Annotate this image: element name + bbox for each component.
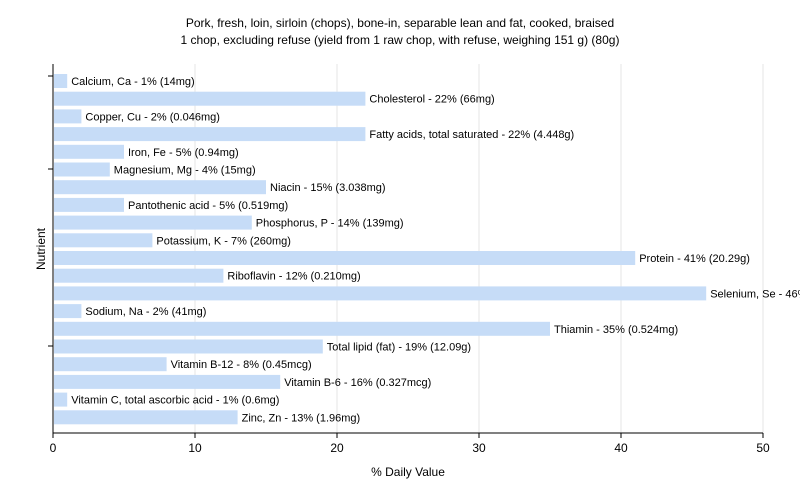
x-tick-label: 0 — [50, 441, 57, 455]
bar-label: Sodium, Na - 2% (41mg) — [85, 306, 206, 318]
bar — [54, 339, 323, 354]
bar-label: Potassium, K - 7% (260mg) — [156, 235, 291, 247]
bar — [54, 286, 707, 301]
bar — [54, 357, 167, 372]
bar-label: Total lipid (fat) - 19% (12.09g) — [327, 342, 471, 354]
bar — [54, 109, 82, 124]
bar — [54, 162, 110, 177]
bar — [54, 251, 636, 265]
bar — [54, 374, 281, 389]
bar-label: Zinc, Zn - 13% (1.96mg) — [242, 412, 361, 424]
bar — [54, 304, 82, 319]
bar-label: Copper, Cu - 2% (0.046mg) — [85, 111, 220, 123]
y-axis-label: Nutrient — [34, 227, 48, 270]
bar-label: Phosphorus, P - 14% (139mg) — [256, 218, 404, 230]
bar-label: Protein - 41% (20.29g) — [639, 253, 750, 265]
bar — [54, 410, 238, 425]
x-axis-label: % Daily Value — [371, 465, 445, 479]
x-tick-label: 50 — [756, 441, 770, 455]
bar-label: Pantothenic acid - 5% (0.519mg) — [128, 200, 288, 212]
x-tick-label: 30 — [472, 441, 486, 455]
bar-label: Calcium, Ca - 1% (14mg) — [71, 76, 194, 88]
bar — [54, 144, 124, 159]
bar-label: Magnesium, Mg - 4% (15mg) — [114, 165, 256, 177]
chart-subtitle: 1 chop, excluding refuse (yield from 1 r… — [181, 33, 620, 47]
bar-label: Thiamin - 35% (0.524mg) — [554, 324, 678, 336]
chart-bars: Calcium, Ca - 1% (14mg) Cholesterol - 22%… — [54, 74, 800, 425]
bar-label: Niacin - 15% (3.038mg) — [270, 182, 386, 194]
bar-label: Cholesterol - 22% (66mg) — [369, 94, 494, 106]
x-tick-label: 40 — [614, 441, 628, 455]
bar — [54, 215, 252, 230]
bar — [54, 127, 366, 142]
bar — [54, 392, 68, 407]
bar — [54, 321, 550, 336]
bar — [54, 268, 224, 283]
bar — [54, 91, 366, 106]
bar-label: Fatty acids, total saturated - 22% (4.44… — [369, 129, 574, 141]
bar-label: Iron, Fe - 5% (0.94mg) — [128, 147, 239, 159]
bar-label: Riboflavin - 12% (0.210mg) — [227, 271, 360, 283]
chart-grid — [194, 64, 764, 433]
bar — [54, 197, 124, 212]
bar — [54, 180, 266, 195]
chart-axes: 0 10 20 30 40 50 — [48, 64, 770, 455]
bar-label: Vitamin B-6 - 16% (0.327mcg) — [284, 377, 431, 389]
chart-title: Pork, fresh, loin, sirloin (chops), bone… — [186, 16, 614, 30]
bar — [54, 74, 68, 88]
x-tick-label: 10 — [188, 441, 202, 455]
bar-label: Vitamin C, total ascorbic acid - 1% (0.6… — [71, 395, 279, 407]
bar — [54, 233, 153, 248]
bar-label: Vitamin B-12 - 8% (0.45mcg) — [171, 359, 312, 371]
bar-label: Selenium, Se - 46% (32.4mcg) — [710, 288, 800, 300]
x-tick-label: 20 — [330, 441, 344, 455]
